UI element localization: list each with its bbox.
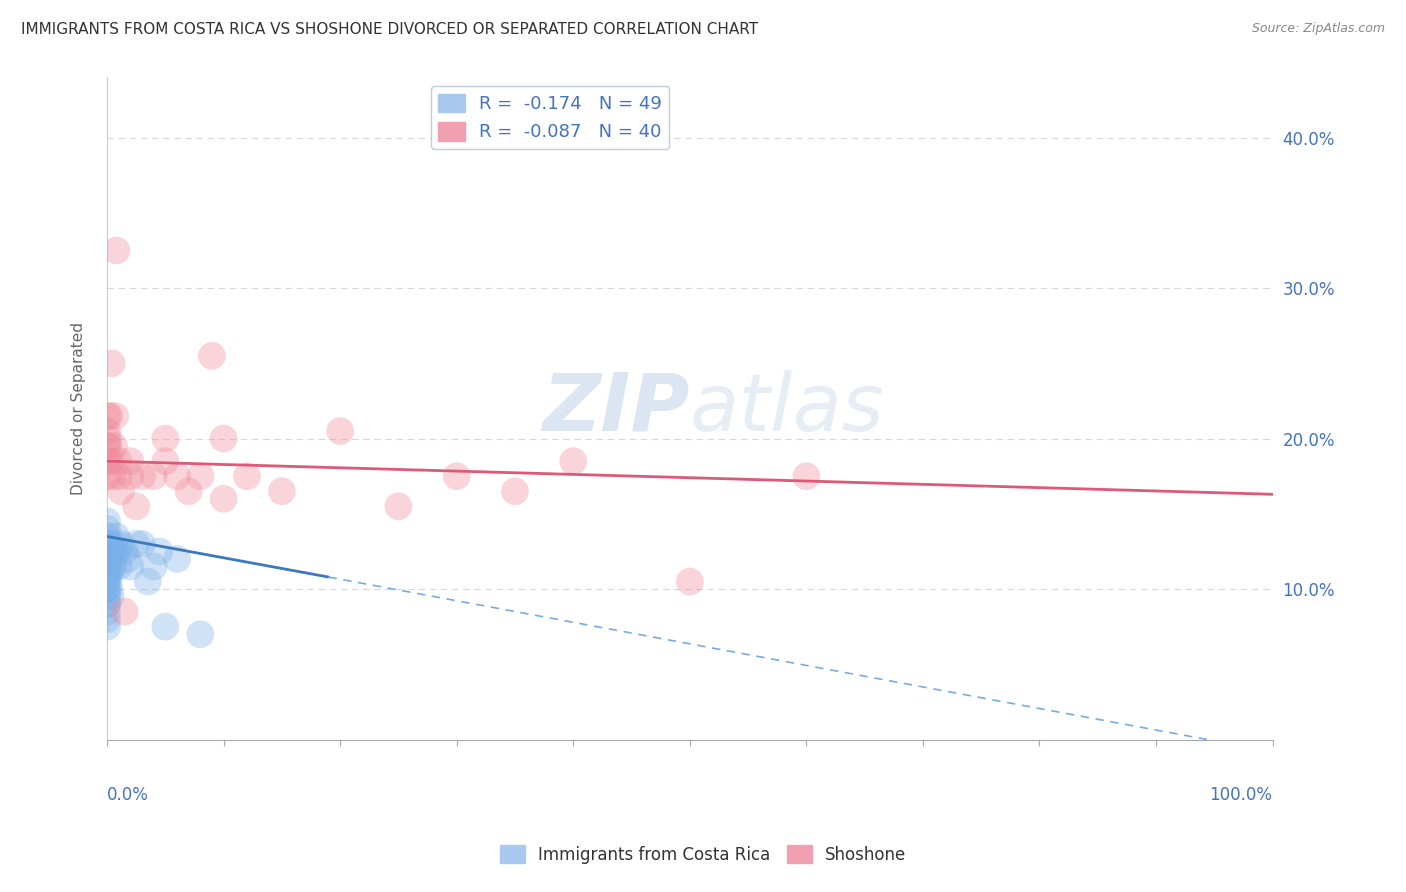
Point bbox=[236, 469, 259, 483]
Point bbox=[107, 559, 129, 574]
Point bbox=[96, 537, 118, 551]
Point bbox=[155, 454, 177, 468]
Text: atlas: atlas bbox=[690, 369, 884, 448]
Point bbox=[562, 454, 585, 468]
Point bbox=[105, 529, 128, 543]
Point bbox=[125, 500, 148, 514]
Point bbox=[96, 574, 118, 589]
Point bbox=[96, 537, 118, 551]
Point bbox=[96, 582, 118, 596]
Point bbox=[104, 409, 127, 423]
Point bbox=[212, 491, 235, 506]
Point bbox=[201, 349, 224, 363]
Legend: Immigrants from Costa Rica, Shoshone: Immigrants from Costa Rica, Shoshone bbox=[494, 838, 912, 871]
Point bbox=[387, 500, 409, 514]
Point bbox=[96, 522, 118, 536]
Point bbox=[679, 574, 702, 589]
Point bbox=[131, 469, 153, 483]
Text: 0.0%: 0.0% bbox=[107, 786, 149, 804]
Point bbox=[100, 559, 122, 574]
Point bbox=[96, 567, 118, 582]
Point bbox=[97, 544, 120, 558]
Point bbox=[100, 544, 122, 558]
Point bbox=[101, 544, 124, 558]
Point bbox=[100, 356, 122, 370]
Point bbox=[101, 469, 124, 483]
Point bbox=[446, 469, 468, 483]
Text: IMMIGRANTS FROM COSTA RICA VS SHOSHONE DIVORCED OR SEPARATED CORRELATION CHART: IMMIGRANTS FROM COSTA RICA VS SHOSHONE D… bbox=[21, 22, 758, 37]
Point bbox=[98, 567, 121, 582]
Point bbox=[120, 454, 142, 468]
Point bbox=[96, 424, 118, 438]
Point bbox=[136, 574, 159, 589]
Point bbox=[166, 552, 188, 566]
Point bbox=[96, 597, 118, 611]
Point bbox=[96, 529, 118, 543]
Point bbox=[114, 544, 136, 558]
Point bbox=[120, 559, 142, 574]
Point bbox=[98, 582, 121, 596]
Point bbox=[101, 559, 124, 574]
Point bbox=[120, 469, 142, 483]
Point bbox=[110, 537, 132, 551]
Point bbox=[96, 409, 118, 423]
Y-axis label: Divorced or Separated: Divorced or Separated bbox=[72, 322, 86, 495]
Point bbox=[97, 439, 120, 453]
Point bbox=[155, 620, 177, 634]
Point bbox=[148, 544, 170, 558]
Point bbox=[103, 439, 125, 453]
Point bbox=[155, 432, 177, 446]
Point bbox=[97, 432, 120, 446]
Point bbox=[96, 582, 118, 596]
Point bbox=[96, 552, 118, 566]
Point bbox=[96, 544, 118, 558]
Point bbox=[105, 244, 128, 258]
Point bbox=[98, 409, 121, 423]
Point bbox=[142, 469, 165, 483]
Point bbox=[96, 597, 118, 611]
Point bbox=[96, 552, 118, 566]
Point bbox=[110, 484, 132, 499]
Point bbox=[188, 469, 211, 483]
Point bbox=[100, 537, 122, 551]
Point bbox=[96, 612, 118, 626]
Point bbox=[107, 544, 129, 558]
Point bbox=[96, 454, 118, 468]
Point bbox=[270, 484, 292, 499]
Point bbox=[503, 484, 526, 499]
Point bbox=[96, 469, 118, 483]
Point bbox=[212, 432, 235, 446]
Text: 100.0%: 100.0% bbox=[1209, 786, 1272, 804]
Point bbox=[103, 537, 125, 551]
Point bbox=[100, 454, 122, 468]
Point bbox=[125, 537, 148, 551]
Point bbox=[107, 469, 129, 483]
Point bbox=[114, 605, 136, 619]
Point bbox=[96, 590, 118, 604]
Point bbox=[96, 559, 118, 574]
Point bbox=[177, 484, 200, 499]
Point bbox=[97, 574, 120, 589]
Point bbox=[96, 620, 118, 634]
Point bbox=[96, 567, 118, 582]
Point bbox=[142, 559, 165, 574]
Point bbox=[796, 469, 818, 483]
Point bbox=[329, 424, 352, 438]
Point bbox=[96, 605, 118, 619]
Point bbox=[100, 590, 122, 604]
Point bbox=[104, 544, 127, 558]
Point bbox=[131, 537, 153, 551]
Point bbox=[117, 552, 139, 566]
Point bbox=[166, 469, 188, 483]
Text: ZIP: ZIP bbox=[543, 369, 690, 448]
Point bbox=[96, 439, 118, 453]
Point bbox=[107, 454, 129, 468]
Legend: R =  -0.174   N = 49, R =  -0.087   N = 40: R = -0.174 N = 49, R = -0.087 N = 40 bbox=[430, 87, 669, 149]
Point bbox=[98, 552, 121, 566]
Point bbox=[96, 514, 118, 528]
Text: Source: ZipAtlas.com: Source: ZipAtlas.com bbox=[1251, 22, 1385, 36]
Point bbox=[188, 627, 211, 641]
Point bbox=[97, 559, 120, 574]
